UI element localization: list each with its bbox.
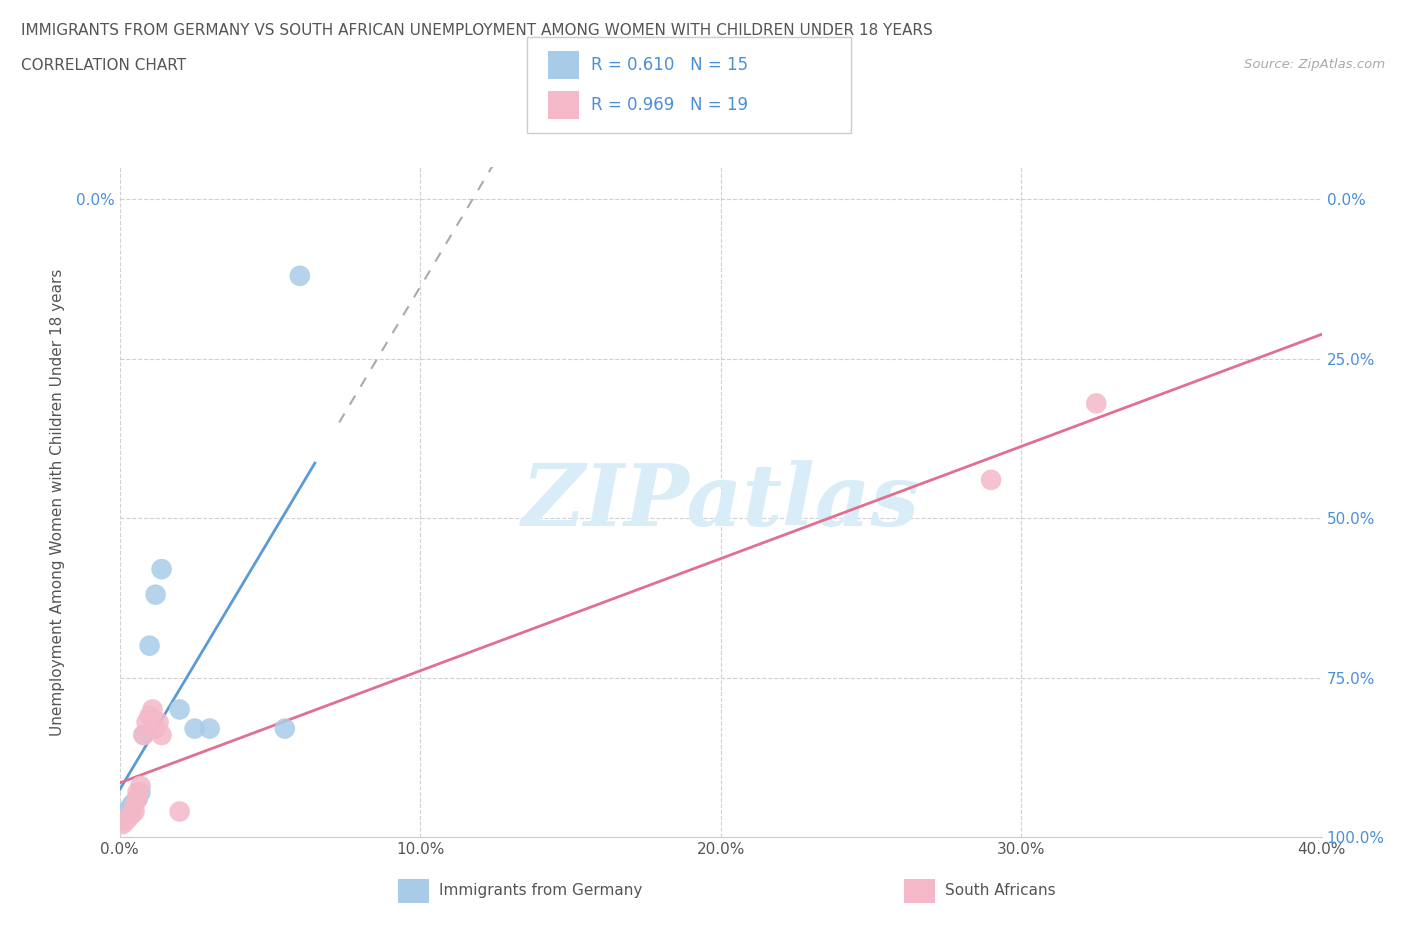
Point bbox=[114, 804, 136, 819]
Point bbox=[121, 798, 143, 813]
Point bbox=[183, 721, 205, 736]
Point bbox=[148, 715, 170, 730]
Point bbox=[288, 269, 311, 284]
Point bbox=[138, 709, 160, 724]
Point bbox=[150, 727, 173, 742]
Text: ZIPatlas: ZIPatlas bbox=[522, 460, 920, 544]
Point bbox=[169, 804, 191, 819]
Point bbox=[142, 702, 165, 717]
Point bbox=[124, 794, 146, 809]
Point bbox=[127, 791, 149, 806]
Point bbox=[127, 785, 149, 800]
Point bbox=[274, 721, 297, 736]
Point bbox=[127, 791, 149, 806]
Text: IMMIGRANTS FROM GERMANY VS SOUTH AFRICAN UNEMPLOYMENT AMONG WOMEN WITH CHILDREN : IMMIGRANTS FROM GERMANY VS SOUTH AFRICAN… bbox=[21, 23, 932, 38]
Point bbox=[1085, 396, 1108, 411]
Text: South Africans: South Africans bbox=[945, 884, 1056, 898]
Y-axis label: Unemployment Among Women with Children Under 18 years: Unemployment Among Women with Children U… bbox=[49, 269, 65, 736]
Point bbox=[117, 810, 139, 825]
Point bbox=[132, 727, 155, 742]
Point bbox=[124, 798, 146, 813]
Text: R = 0.969   N = 19: R = 0.969 N = 19 bbox=[591, 96, 748, 114]
Point bbox=[169, 702, 191, 717]
Point bbox=[980, 472, 1002, 487]
Text: R = 0.610   N = 15: R = 0.610 N = 15 bbox=[591, 56, 748, 74]
Point bbox=[132, 727, 155, 742]
Point bbox=[145, 587, 167, 602]
Point bbox=[117, 804, 139, 819]
Text: Source: ZipAtlas.com: Source: ZipAtlas.com bbox=[1244, 58, 1385, 71]
Point bbox=[129, 785, 152, 800]
Point bbox=[135, 715, 157, 730]
Point bbox=[129, 778, 152, 793]
Point bbox=[111, 817, 134, 831]
Point bbox=[121, 807, 143, 822]
Point bbox=[145, 721, 167, 736]
Text: Immigrants from Germany: Immigrants from Germany bbox=[439, 884, 643, 898]
Point bbox=[138, 638, 160, 653]
Point bbox=[114, 814, 136, 829]
Text: CORRELATION CHART: CORRELATION CHART bbox=[21, 58, 186, 73]
Point bbox=[150, 562, 173, 577]
Point bbox=[198, 721, 221, 736]
Point bbox=[124, 804, 146, 819]
